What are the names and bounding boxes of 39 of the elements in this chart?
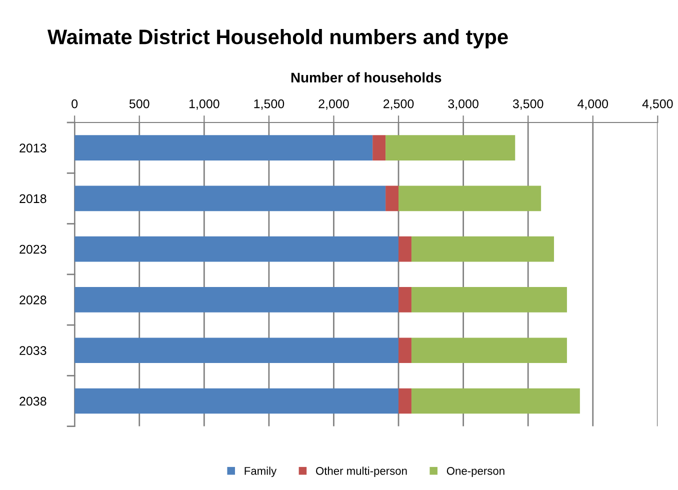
legend-label: Family — [244, 466, 277, 478]
x-tick-label: 0 — [72, 99, 78, 108]
y-tick-label: 2023 — [20, 244, 46, 254]
bar — [398, 236, 412, 262]
bar — [74, 135, 373, 160]
bar — [411, 388, 580, 414]
x-tick-label: 500 — [129, 99, 150, 108]
legend-label: Other multi-person — [316, 466, 407, 478]
x-tick-label: 2,000 — [318, 99, 349, 110]
bar — [372, 135, 386, 160]
x-tick-label: 4,500 — [642, 99, 673, 110]
y-tick-label: 2018 — [20, 194, 46, 204]
bar — [411, 338, 567, 364]
bar — [398, 338, 412, 364]
x-tick-label: 1,500 — [254, 99, 284, 110]
bar — [386, 135, 516, 160]
x-axis-title: Number of households — [291, 72, 442, 83]
bar — [398, 388, 412, 414]
x-tick-label: 4,000 — [578, 99, 608, 110]
bar — [398, 287, 412, 312]
chart-title: Waimate District Household numbers and type — [47, 29, 508, 48]
x-tick-label: 3,000 — [448, 99, 478, 110]
bar — [74, 287, 399, 312]
bar — [74, 338, 399, 364]
x-tick-label: 1,000 — [189, 99, 220, 110]
y-tick-label: 2033 — [20, 346, 46, 355]
y-tick-label: 2028 — [20, 296, 46, 304]
x-tick-label: 3,500 — [512, 99, 544, 110]
bar — [74, 186, 386, 212]
bar — [411, 236, 554, 262]
bar — [398, 186, 542, 212]
bar — [74, 236, 399, 262]
bar — [386, 186, 399, 212]
x-tick-label: 2,500 — [384, 99, 414, 110]
y-tick-label: 2013 — [20, 144, 46, 152]
legend-label: One-person — [446, 466, 504, 478]
y-tick-label: 2038 — [20, 396, 46, 406]
bar — [411, 287, 567, 312]
bar — [74, 388, 399, 414]
